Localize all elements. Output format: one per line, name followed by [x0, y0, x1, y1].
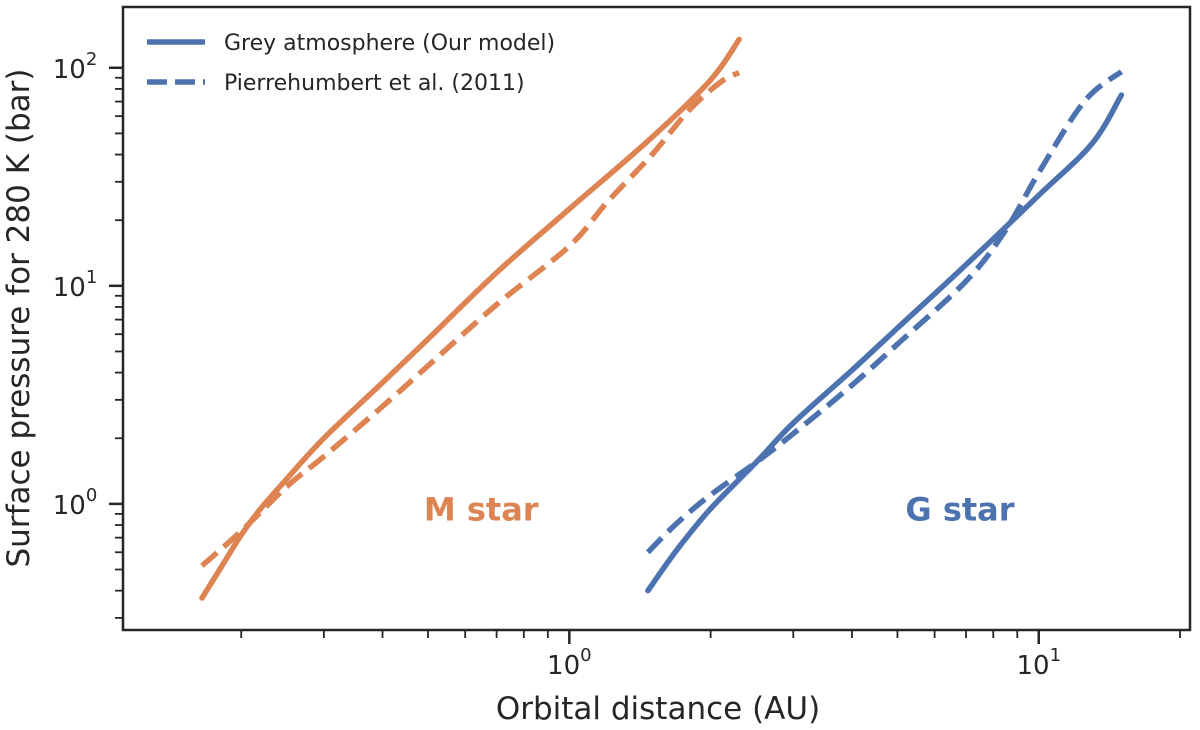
m-star-label: M star [424, 491, 539, 529]
y-tick-label: 100 [53, 485, 98, 521]
legend: Grey atmosphere (Our model) Pierrehumber… [147, 31, 555, 96]
y-major-ticks: 100 101 102 [53, 49, 123, 521]
legend-label-dashed: Pierrehumbert et al. (2011) [224, 71, 525, 96]
x-minor-ticks [240, 630, 1181, 638]
x-tick-label: 100 [547, 645, 592, 681]
x-tick-label: 101 [1016, 645, 1061, 681]
x-axis-label: Orbital distance (AU) [496, 691, 820, 727]
y-axis-label: Surface pressure for 280 K (bar) [1, 69, 37, 568]
y-tick-label: 102 [53, 49, 98, 85]
plot-frame [121, 5, 1192, 632]
annotation-layer: M star G star [424, 491, 1015, 529]
g-star-solid-line [645, 92, 1125, 594]
y-minor-ticks [115, 76, 123, 619]
m-star-dashed-line [200, 70, 741, 568]
series-layer [199, 36, 1125, 601]
legend-label-solid: Grey atmosphere (Our model) [224, 31, 555, 56]
g-star-label: G star [905, 491, 1014, 529]
m-star-solid-line [199, 36, 742, 601]
y-tick-label: 101 [53, 267, 98, 303]
g-star-dashed-line [645, 69, 1124, 555]
x-major-ticks: 100 101 [547, 630, 1061, 681]
